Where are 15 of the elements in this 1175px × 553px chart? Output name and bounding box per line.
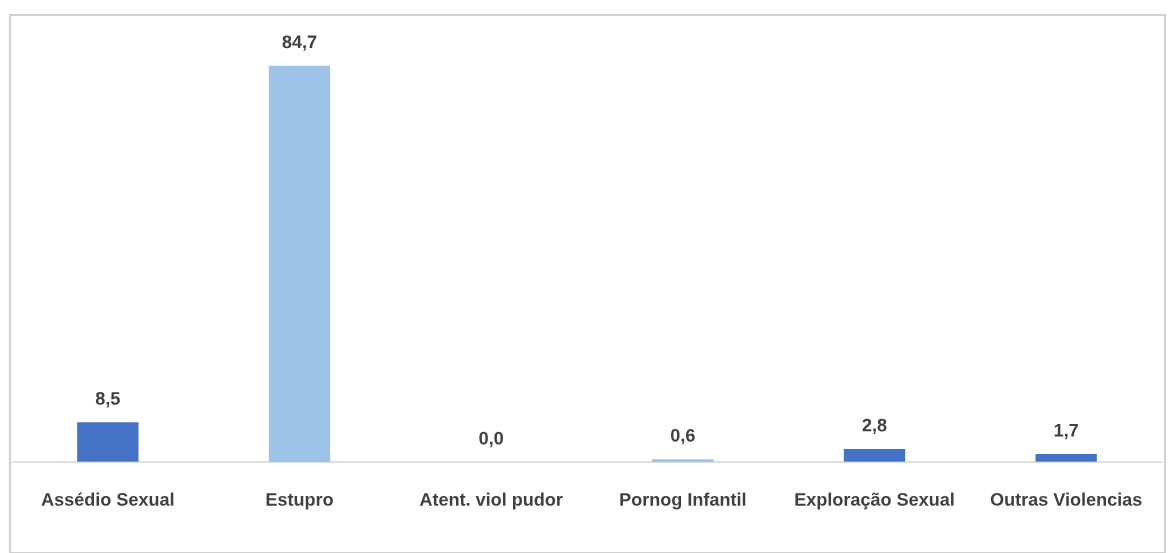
bar [843, 448, 906, 462]
x-tick-label: Exploração Sexual [795, 492, 954, 510]
x-tick-label: Outras Violencias [990, 492, 1142, 506]
data-label: 0,0 [479, 431, 503, 448]
x-tick-label: Atent. viol pudor [419, 492, 563, 510]
data-label: 0,6 [671, 428, 695, 445]
data-label: 8,5 [95, 391, 120, 408]
data-label: 84,7 [282, 35, 317, 51]
data-label: 2,8 [862, 418, 887, 435]
x-tick-label: Assédio Sexual [41, 492, 174, 506]
x-tick-label: Estupro [266, 493, 333, 510]
x-tick-label: Pornog Infantil [620, 492, 746, 510]
bar [268, 65, 331, 462]
bar [77, 422, 139, 462]
data-label: 1,7 [1054, 423, 1078, 440]
